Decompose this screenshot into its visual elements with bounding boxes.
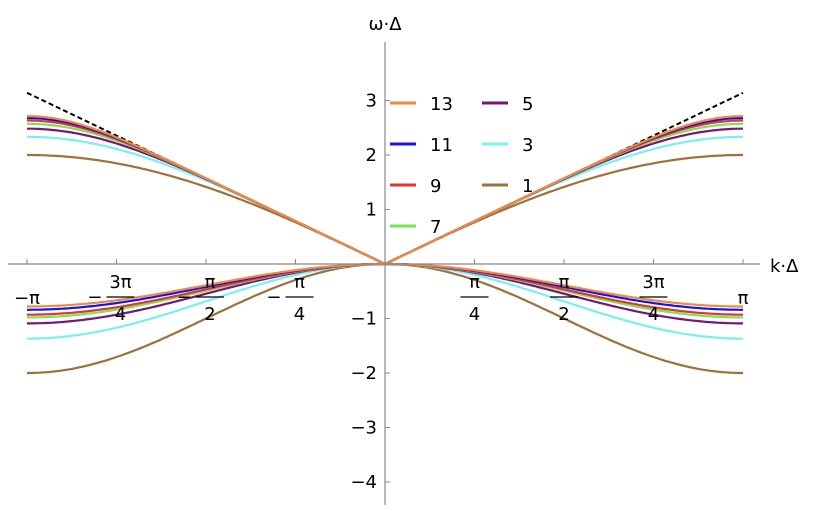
legend-entry-13: 13 [390, 94, 453, 115]
legend-entry-1: 1 [482, 176, 533, 197]
y-tick-label: −4 [350, 472, 377, 493]
x-tick-denominator: 2 [204, 304, 215, 325]
y-axis-label: ω·Δ [368, 14, 402, 35]
x-tick-sign: − [87, 287, 102, 308]
x-tick-denominator: 4 [294, 304, 305, 325]
x-tick-denominator: 4 [469, 304, 480, 325]
x-tick-numerator: 3π [109, 272, 131, 293]
x-tick-label: π 2− [177, 272, 224, 325]
legend: 13 5 11 3 9 1 7 [390, 94, 533, 238]
legend-label: 11 [430, 135, 453, 156]
legend-entry-5: 5 [482, 94, 533, 115]
legend-entry-7: 7 [390, 217, 441, 238]
x-tick-numerator: π [469, 272, 480, 293]
legend-label: 5 [522, 94, 533, 115]
y-tick-label: 3 [366, 91, 377, 112]
x-tick-text: π [738, 288, 749, 309]
x-tick-label: 3π 4 [639, 272, 668, 325]
legend-label: 7 [430, 217, 441, 238]
x-tick-numerator: π [294, 272, 305, 293]
x-tick-label: π2 [550, 272, 579, 325]
y-tick-label: −1 [350, 309, 377, 330]
legend-label: 9 [430, 176, 441, 197]
y-tick-label: −2 [350, 363, 377, 384]
x-tick-numerator: π [559, 272, 570, 293]
x-tick-label: π 4− [266, 272, 314, 325]
legend-entry-3: 3 [482, 135, 533, 156]
x-tick-sign: − [266, 287, 281, 308]
x-tick-sign: − [177, 287, 192, 308]
legend-label: 1 [522, 176, 533, 197]
x-tick-text: −π [14, 288, 40, 309]
x-tick-denominator: 4 [115, 304, 126, 325]
x-axis-label: k·Δ [770, 256, 799, 277]
x-tick-numerator: π [205, 272, 216, 293]
x-tick-label: 3π 4− [87, 272, 135, 325]
x-tick-denominator: 2 [558, 304, 569, 325]
legend-entry-9: 9 [390, 176, 441, 197]
x-tick-label: −π [14, 288, 40, 309]
x-tick-denominator: 4 [648, 304, 659, 325]
x-tick-label: π [738, 288, 749, 309]
legend-label: 3 [522, 135, 533, 156]
y-tick-label: −3 [350, 418, 377, 439]
legend-entry-11: 11 [390, 135, 453, 156]
y-tick-label: 1 [366, 200, 377, 221]
x-tick-numerator: 3π [642, 272, 664, 293]
legend-label: 13 [430, 94, 453, 115]
x-tick-label: π4 [460, 272, 489, 325]
y-tick-label: 2 [366, 145, 377, 166]
